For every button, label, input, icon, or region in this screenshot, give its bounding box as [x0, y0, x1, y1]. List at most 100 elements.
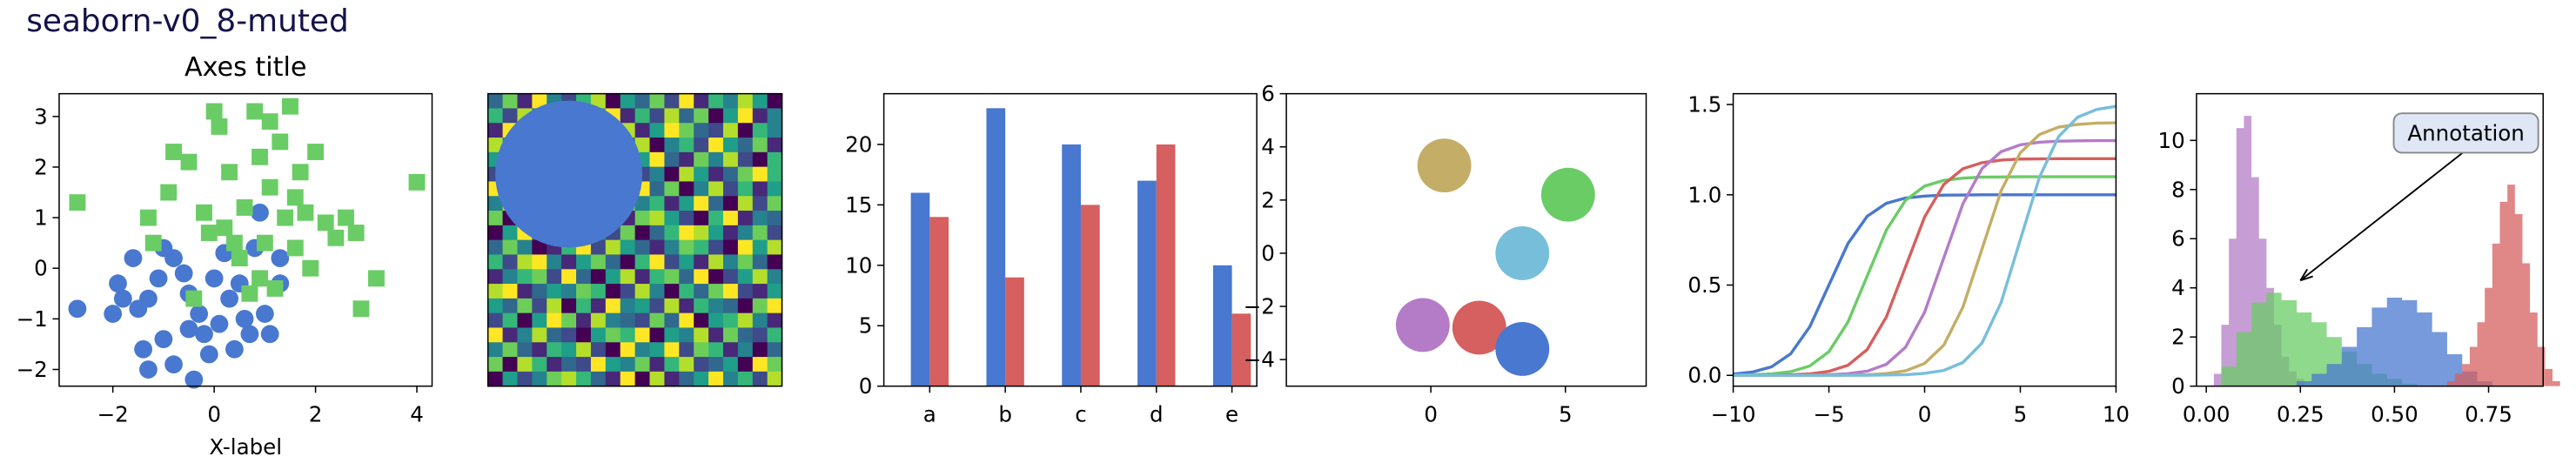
circle-point [195, 325, 213, 344]
heatmap-cell [620, 269, 636, 285]
heatmap-cell [708, 342, 724, 358]
heatmap-cell [752, 93, 768, 110]
heatmap-cell [708, 93, 724, 110]
heatmap-cell [590, 342, 607, 358]
heatmap-cell [590, 298, 607, 314]
heatmap-cell [722, 211, 739, 226]
histogram [2213, 116, 2304, 386]
heatmap-cell [532, 327, 547, 343]
heatmap-cell [767, 151, 783, 168]
heatmap-cell [722, 357, 739, 373]
heatmap-cell [767, 108, 783, 124]
circle-point [271, 249, 290, 267]
y-tick-label: 0 [2171, 373, 2185, 399]
heatmap-cell [708, 151, 724, 168]
heatmap-cell [649, 181, 665, 197]
circle-point [164, 249, 183, 267]
y-tick-label: 10 [845, 252, 872, 278]
heatmap-cell [708, 181, 724, 197]
heatmap-cell [502, 108, 519, 124]
y-tick-label: −2 [17, 357, 48, 382]
heatmap-cell [487, 225, 504, 241]
heatmap-cell [722, 254, 739, 270]
heatmap-cell [767, 298, 783, 314]
heatmap-cell [576, 312, 592, 329]
square-point [211, 118, 228, 135]
heatmap-cell [532, 284, 547, 299]
square-point [241, 285, 258, 302]
heatmap-cell [767, 239, 783, 256]
circle-point [179, 319, 198, 339]
heatmap-cell [722, 342, 739, 358]
heatmap-cell [502, 284, 519, 299]
heatmap-cell [737, 123, 754, 138]
heatmap-cell [590, 371, 607, 387]
heatmap-cell [532, 254, 547, 270]
histogram [2446, 185, 2560, 386]
histogram [2221, 292, 2418, 386]
heatmap-cell [590, 239, 607, 256]
heatmap-cell [694, 312, 709, 329]
circle-point [240, 325, 259, 344]
heatmap-cell [649, 138, 665, 153]
square-point [236, 199, 253, 216]
heatmap-cell [679, 254, 694, 270]
heatmap-cell [752, 371, 768, 387]
heatmap-cell [487, 196, 504, 212]
heatmap-cell [737, 196, 754, 212]
circle-point [174, 264, 193, 283]
heatmap-cell [502, 239, 519, 256]
square-point [216, 219, 233, 237]
heatmap-cell [487, 211, 504, 226]
heatmap-cell [722, 123, 739, 138]
circle [1395, 298, 1450, 352]
heatmap-cell [694, 93, 709, 110]
heatmap-cell [634, 93, 651, 110]
square-point [180, 153, 198, 171]
x-tick-label: −5 [1813, 401, 1844, 426]
heatmap-cell [517, 93, 533, 110]
square-point [252, 148, 268, 165]
square-point [261, 113, 278, 131]
heatmap-cell [722, 298, 739, 314]
heatmap-cell [487, 138, 504, 153]
heatmap-cell [752, 196, 768, 212]
heatmap-cell [517, 312, 533, 329]
heatmap-cell [576, 284, 592, 299]
heatmap-cell [737, 225, 754, 241]
heatmap-cell [634, 298, 651, 314]
circle-point [139, 360, 158, 379]
heatmap-cell [576, 357, 592, 373]
heatmap-cell [634, 196, 651, 212]
heatmap-cell [722, 166, 739, 183]
heatmap-cell [737, 342, 754, 358]
heatmap-cell [532, 239, 547, 256]
square-point [286, 239, 304, 257]
x-tick-label: −2 [97, 401, 129, 426]
heatmap-cell [737, 108, 754, 124]
heatmap-cell [605, 342, 621, 358]
heatmap-cell [561, 254, 577, 270]
heatmap-cell [620, 371, 636, 387]
heatmap-cell [634, 239, 651, 256]
square-point [277, 209, 294, 226]
heatmap-cell [694, 239, 709, 256]
square-point [252, 270, 268, 287]
heatmap-cell [708, 225, 724, 241]
heatmap-cell [752, 298, 768, 314]
heatmap-cell [752, 357, 768, 373]
heatmap-cell [694, 357, 709, 373]
square-point [205, 103, 223, 120]
heatmap-cell [694, 181, 709, 197]
heatmap-cell [517, 371, 533, 387]
x-tick-label: −10 [1711, 401, 1756, 426]
bar [1212, 265, 1232, 386]
heatmap-cell [634, 138, 651, 153]
heatmap-cell [679, 269, 694, 285]
bar [1231, 313, 1251, 386]
heatmap-cell [634, 269, 651, 285]
heatmap-cell [605, 93, 621, 110]
heatmap-cell [649, 254, 665, 270]
square-point [272, 133, 289, 151]
heatmap-cell [517, 284, 533, 299]
